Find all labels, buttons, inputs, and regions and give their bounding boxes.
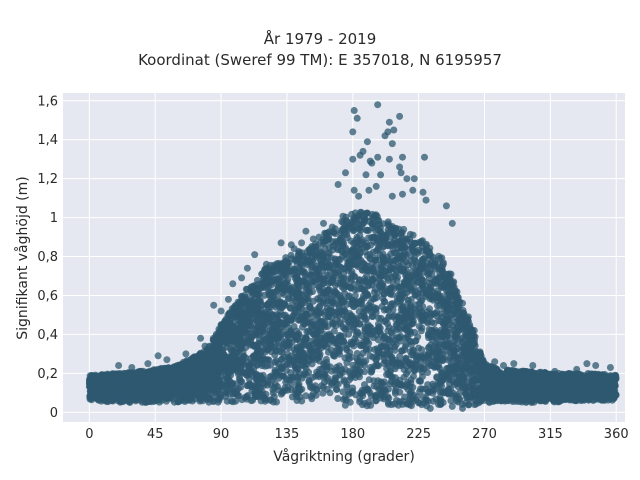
data-points [85, 101, 620, 412]
data-point [333, 385, 340, 393]
data-point [406, 304, 414, 312]
data-point [374, 245, 382, 253]
data-point [366, 352, 374, 360]
data-point [331, 230, 339, 238]
data-point [436, 254, 444, 262]
data-point [275, 275, 283, 283]
data-point [381, 298, 389, 306]
data-point [430, 319, 438, 327]
data-point [383, 320, 391, 328]
data-point [328, 299, 336, 307]
data-point [424, 331, 432, 339]
data-point [409, 391, 417, 399]
data-point [302, 371, 310, 379]
data-point [280, 353, 288, 361]
data-point [370, 382, 378, 390]
data-point [250, 365, 258, 373]
chart-subtitle: Koordinat (Sweref 99 TM): E 357018, N 61… [138, 51, 502, 69]
data-point [229, 390, 237, 398]
data-point [403, 370, 410, 378]
data-point [372, 305, 380, 313]
data-point [445, 375, 453, 383]
data-point [324, 259, 332, 267]
data-point [339, 388, 347, 396]
data-point [385, 394, 393, 402]
data-point [234, 316, 242, 324]
data-point [365, 376, 373, 384]
data-point [285, 344, 293, 352]
data-point [309, 297, 317, 305]
data-point [259, 284, 267, 292]
data-point [447, 397, 455, 405]
data-point [307, 392, 315, 400]
data-point [437, 310, 445, 318]
data-point [171, 390, 179, 397]
data-point [475, 399, 483, 407]
data-point [387, 378, 395, 385]
data-point [384, 218, 392, 226]
data-point [449, 355, 457, 363]
data-point [299, 323, 306, 331]
data-point [321, 323, 329, 331]
data-point [282, 337, 290, 345]
data-point [334, 395, 342, 402]
data-point [383, 345, 391, 353]
data-point [429, 380, 437, 388]
data-point [438, 369, 445, 377]
data-point [280, 372, 288, 380]
data-point [361, 399, 369, 407]
data-point [323, 385, 331, 393]
data-point [287, 316, 295, 324]
data-point [284, 360, 291, 368]
data-point [302, 392, 310, 400]
data-point [369, 224, 377, 232]
data-point [358, 332, 366, 340]
data-point [338, 218, 346, 225]
data-point [350, 239, 357, 247]
data-point [336, 291, 344, 299]
data-point [425, 326, 433, 334]
data-point [316, 318, 324, 326]
chart-title: År 1979 - 2019 [263, 30, 377, 48]
data-point [404, 385, 412, 393]
data-point [365, 234, 373, 242]
data-point [350, 338, 358, 346]
data-point [397, 360, 404, 367]
data-point [391, 365, 399, 373]
data-point [384, 306, 392, 314]
data-point [439, 376, 447, 384]
data-point [418, 346, 426, 354]
data-point [342, 213, 350, 221]
data-point [298, 262, 306, 269]
data-point [245, 375, 253, 383]
data-point [417, 327, 425, 335]
